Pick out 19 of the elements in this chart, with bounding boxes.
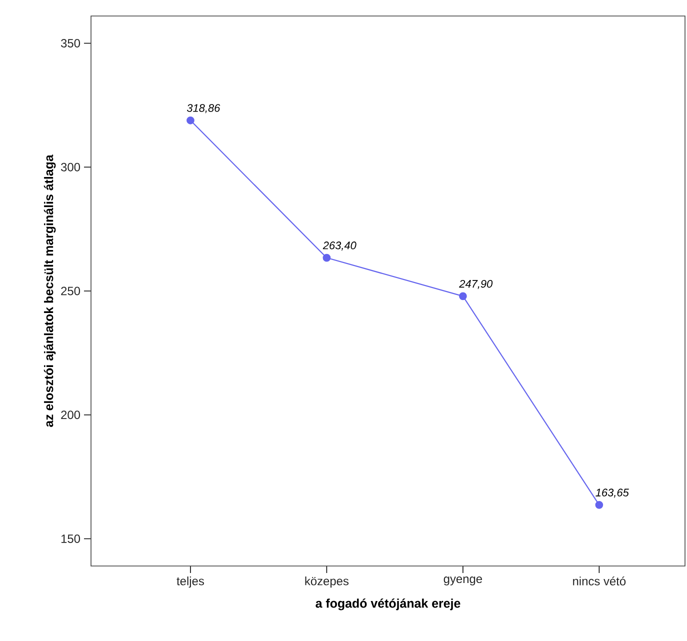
x-tick-label: nincs vétó [573, 576, 626, 586]
point [322, 254, 331, 262]
y-tick-label: 350 [60, 39, 80, 48]
x-tick-label: teljes [176, 576, 204, 588]
x-tick-label: gyenge [444, 576, 482, 586]
x-axis-title: a fogadó vétójának ereje [316, 598, 460, 610]
y-tick-label: 300 [60, 162, 80, 172]
data-label: 163,65 [596, 488, 629, 498]
point [459, 292, 467, 300]
y-axis-title: az elosztói ajánlatok becsült marginális átlaga [44, 154, 56, 427]
point [186, 116, 194, 124]
point [595, 500, 604, 509]
y-tick-label: 150 [61, 534, 80, 543]
y-tick-label: 250 [61, 286, 80, 296]
y-tick-label: 200 [61, 410, 80, 420]
data-label: 263,40 [322, 242, 356, 251]
data-label: 247,90 [459, 280, 493, 289]
x-tick-label: közepes [305, 576, 349, 588]
data-label: 318,86 [186, 104, 220, 114]
